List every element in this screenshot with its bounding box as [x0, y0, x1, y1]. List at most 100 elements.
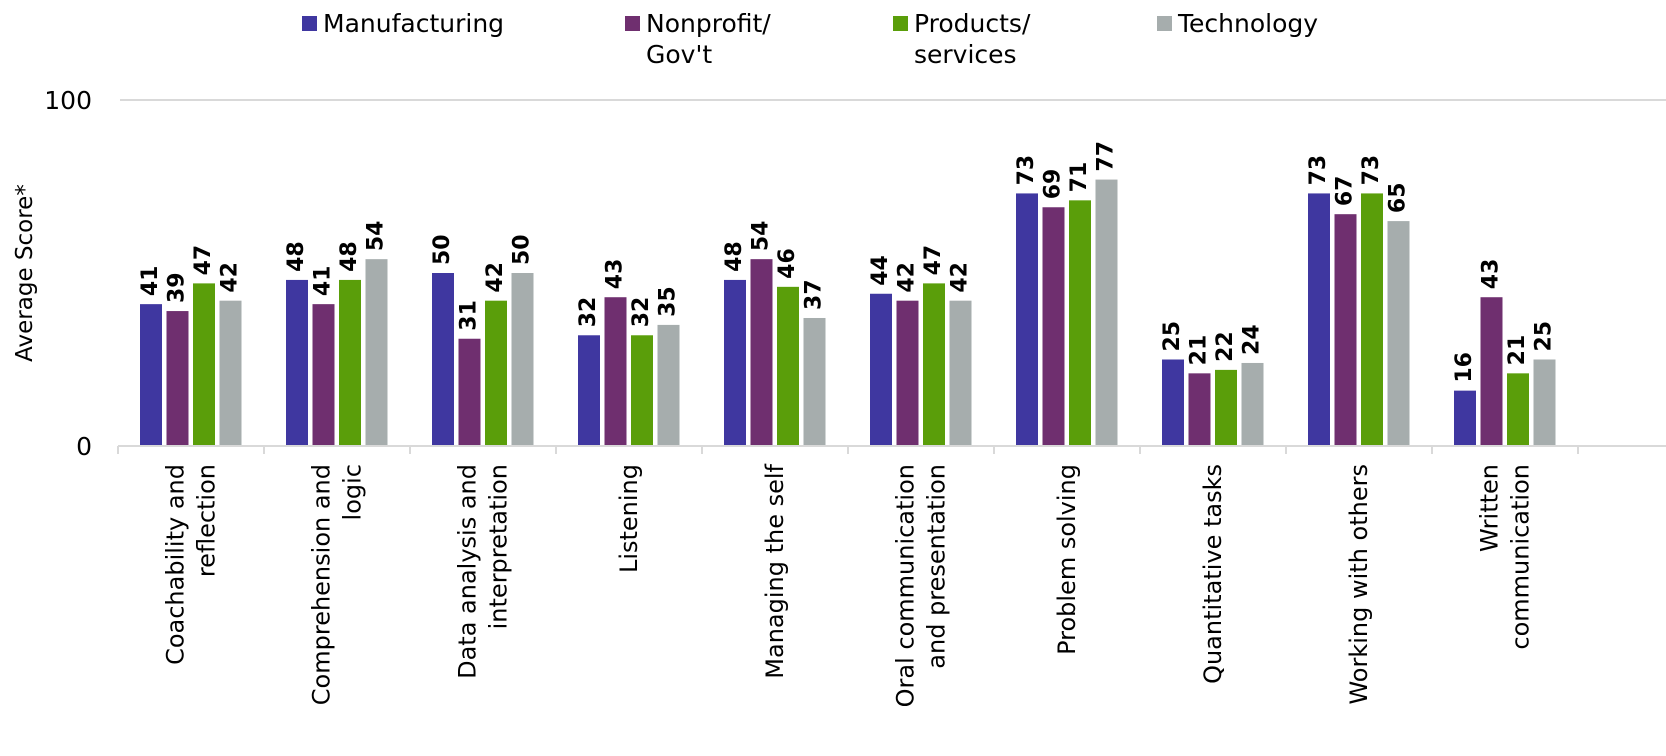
- bar: [1361, 193, 1383, 446]
- bar: [604, 297, 627, 446]
- data-label: 24: [1240, 324, 1265, 355]
- data-label: 42: [218, 262, 243, 293]
- bar: [1454, 390, 1476, 446]
- data-label: 41: [311, 266, 336, 297]
- data-label: 16: [1452, 352, 1477, 383]
- data-label: 22: [1213, 331, 1238, 362]
- data-label: 25: [1160, 321, 1185, 352]
- data-label: 47: [191, 245, 216, 276]
- data-label: 42: [483, 262, 508, 293]
- bar: [923, 283, 945, 446]
- x-tick-label: Coachability and reflection: [162, 464, 221, 665]
- data-label: 65: [1386, 182, 1411, 213]
- bar: [870, 293, 892, 446]
- data-label: 42: [895, 262, 920, 293]
- bar: [458, 338, 481, 446]
- bar: [1334, 214, 1357, 446]
- bar: [949, 300, 972, 446]
- x-tick-label: Data analysis and interpretation: [454, 464, 513, 679]
- data-label: 31: [457, 300, 482, 331]
- bar: [1095, 179, 1118, 446]
- data-label: 44: [868, 255, 893, 286]
- bar: [1188, 373, 1211, 446]
- bar: [657, 324, 680, 446]
- bar: [1387, 221, 1410, 446]
- data-label: 48: [284, 241, 309, 272]
- legend: Manufacturing Nonprofit/ Gov't Products/ s…: [0, 8, 1666, 78]
- legend-swatch: [625, 16, 640, 31]
- bar: [578, 335, 600, 446]
- legend-item: Products/ services: [893, 8, 1030, 70]
- bar: [1241, 362, 1264, 446]
- bar: [511, 273, 534, 446]
- bar: [1308, 193, 1330, 446]
- bar: [140, 304, 162, 446]
- data-label: 37: [802, 279, 827, 310]
- bar: [432, 273, 454, 446]
- bar: [803, 317, 826, 446]
- bar: [750, 259, 773, 446]
- legend-item: Manufacturing: [302, 8, 504, 39]
- data-label: 48: [337, 241, 362, 272]
- data-label: 73: [1014, 155, 1039, 186]
- legend-label: Nonprofit/ Gov't: [646, 9, 771, 69]
- data-label: 21: [1187, 335, 1212, 366]
- x-tick-label: Quantitative tasks: [1199, 464, 1227, 684]
- x-tick-label: Problem solving: [1053, 464, 1081, 655]
- bar: [896, 300, 919, 446]
- legend-label: Products/ services: [914, 9, 1031, 69]
- bar: [219, 300, 242, 446]
- y-axis-title: Average Score*: [12, 184, 38, 362]
- bar: [631, 335, 653, 446]
- bar: [1042, 207, 1065, 446]
- y-tick-label: 100: [44, 86, 92, 115]
- bar: [339, 279, 361, 446]
- data-label: 54: [364, 221, 389, 252]
- bar: [1069, 200, 1091, 446]
- bar: [1016, 193, 1038, 446]
- data-label: 32: [629, 297, 654, 328]
- data-label: 21: [1505, 335, 1530, 366]
- bar: [1507, 373, 1529, 446]
- x-tick-label: Listening: [615, 464, 643, 573]
- x-tick-label: Oral communication and presentation: [892, 464, 951, 707]
- data-label: 39: [165, 272, 190, 303]
- data-label: 69: [1041, 169, 1066, 200]
- bar: [1162, 359, 1184, 446]
- legend-swatch: [1157, 16, 1172, 31]
- data-label: 46: [775, 248, 800, 279]
- bar: [286, 279, 308, 446]
- bar: [777, 286, 799, 446]
- data-label: 35: [656, 286, 681, 317]
- x-tick-label: Working with others: [1345, 464, 1373, 705]
- bar: [485, 300, 507, 446]
- y-tick-label: 0: [76, 432, 92, 461]
- data-label: 32: [576, 297, 601, 328]
- data-label: 50: [510, 234, 535, 265]
- bar: [365, 259, 388, 446]
- bar: [312, 304, 335, 446]
- data-label: 73: [1306, 155, 1331, 186]
- data-label: 54: [749, 221, 774, 252]
- legend-swatch: [893, 16, 908, 31]
- data-label: 73: [1359, 155, 1384, 186]
- legend-item: Nonprofit/ Gov't: [625, 8, 771, 70]
- data-label: 48: [722, 241, 747, 272]
- data-label: 50: [430, 234, 455, 265]
- data-label: 47: [921, 245, 946, 276]
- bar: [166, 311, 189, 446]
- data-label: 41: [138, 266, 163, 297]
- x-tick-label: Comprehension and logic: [308, 464, 367, 705]
- legend-label: Manufacturing: [323, 9, 505, 38]
- data-label: 43: [603, 259, 628, 290]
- bar: [724, 279, 746, 446]
- bar: [1215, 369, 1237, 446]
- data-label: 71: [1067, 162, 1092, 193]
- data-label: 77: [1094, 141, 1119, 172]
- data-label: 67: [1333, 176, 1358, 207]
- bar: [1533, 359, 1556, 446]
- data-label: 25: [1532, 321, 1557, 352]
- bar: [193, 283, 215, 446]
